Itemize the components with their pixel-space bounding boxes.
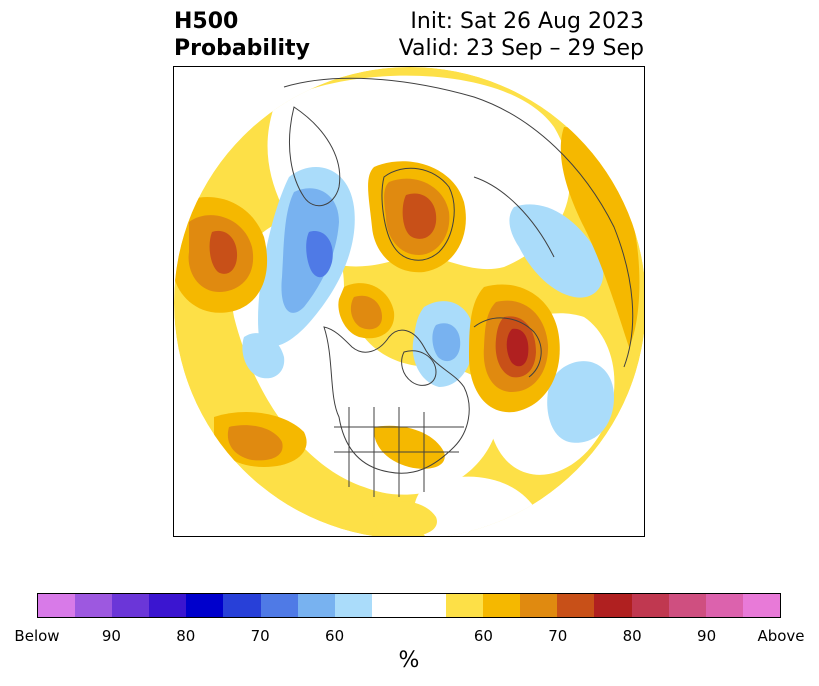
- colorbar-segment: [260, 594, 298, 617]
- colorbar-unit-label: %: [398, 648, 420, 673]
- colorbar-segment: [112, 594, 150, 617]
- field-below60-pacific-west: [242, 333, 285, 379]
- colorbar-segment: [446, 594, 484, 617]
- colorbar-segment: [334, 594, 372, 617]
- coastline-eurasia: [283, 77, 634, 368]
- colorbar-segment: [408, 594, 447, 617]
- colorbar-segment: [520, 594, 558, 617]
- us-borders: [334, 407, 464, 497]
- field-below60-pacific-east: [547, 361, 614, 443]
- colorbar-segment: [223, 594, 261, 617]
- coastline-hudson-bay: [401, 350, 437, 386]
- colorbar-segment: [742, 594, 780, 617]
- forecast-dates: Init: Sat 26 Aug 2023 Valid: 23 Sep – 29…: [399, 8, 644, 62]
- field-above75-west-atlantic: [209, 230, 238, 274]
- map-svg: [174, 67, 644, 536]
- colorbar-segment: [149, 594, 187, 617]
- coastline-scandinavia: [288, 106, 341, 207]
- colorbar-segment: [186, 594, 224, 617]
- probability-fields: [174, 67, 644, 536]
- colorbar-segment: [297, 594, 335, 617]
- colorbar-tick-label: 60: [473, 627, 493, 645]
- valid-dates: Valid: 23 Sep – 29 Sep: [398, 36, 644, 61]
- colorbar-tick-label: 80: [176, 627, 196, 645]
- colorbar-tick-label: Below: [14, 627, 60, 645]
- colorbar-tick-label: 90: [101, 627, 121, 645]
- colorbar-segment: [483, 594, 521, 617]
- title-line-h500: H500: [174, 9, 239, 34]
- colorbar-segment: [371, 594, 409, 617]
- colorbar-tick-label: 60: [325, 627, 345, 645]
- title-line-probability: Probability: [174, 36, 310, 61]
- field-above70-beaufort: [350, 295, 382, 330]
- coastline-north-america: [323, 326, 470, 474]
- field-above75-greenland: [402, 193, 437, 239]
- colorbar: [37, 593, 781, 618]
- init-date: Init: Sat 26 Aug 2023: [410, 9, 644, 34]
- colorbar-segment: [557, 594, 595, 617]
- field-above80-siberia: [506, 328, 529, 367]
- chart-title: H500 Probability: [174, 8, 310, 62]
- colorbar-tick-label: 80: [622, 627, 642, 645]
- field-above70-europe: [227, 425, 283, 461]
- colorbar-segment: [705, 594, 743, 617]
- colorbar-segment: [631, 594, 669, 617]
- colorbar-segment: [38, 594, 76, 617]
- probability-map: [173, 66, 645, 537]
- colorbar-tick-label: 70: [548, 627, 568, 645]
- field-below70-northamerica: [306, 231, 333, 278]
- colorbar-tick-label: Above: [757, 627, 805, 645]
- colorbar-segment: [594, 594, 632, 617]
- colorbar-segment: [668, 594, 706, 617]
- colorbar-tick-label: 90: [697, 627, 717, 645]
- colorbar-tick-label: 70: [250, 627, 270, 645]
- coastlines: [283, 77, 634, 497]
- coastline-alaska: [473, 317, 542, 378]
- field-below65-arctic: [432, 323, 461, 362]
- field-below60-siberia: [509, 204, 604, 298]
- field-above65-southeast-us: [373, 425, 445, 469]
- colorbar-segment: [75, 594, 113, 617]
- field-above60-gulf: [372, 501, 437, 536]
- coastline-greenland: [381, 167, 455, 261]
